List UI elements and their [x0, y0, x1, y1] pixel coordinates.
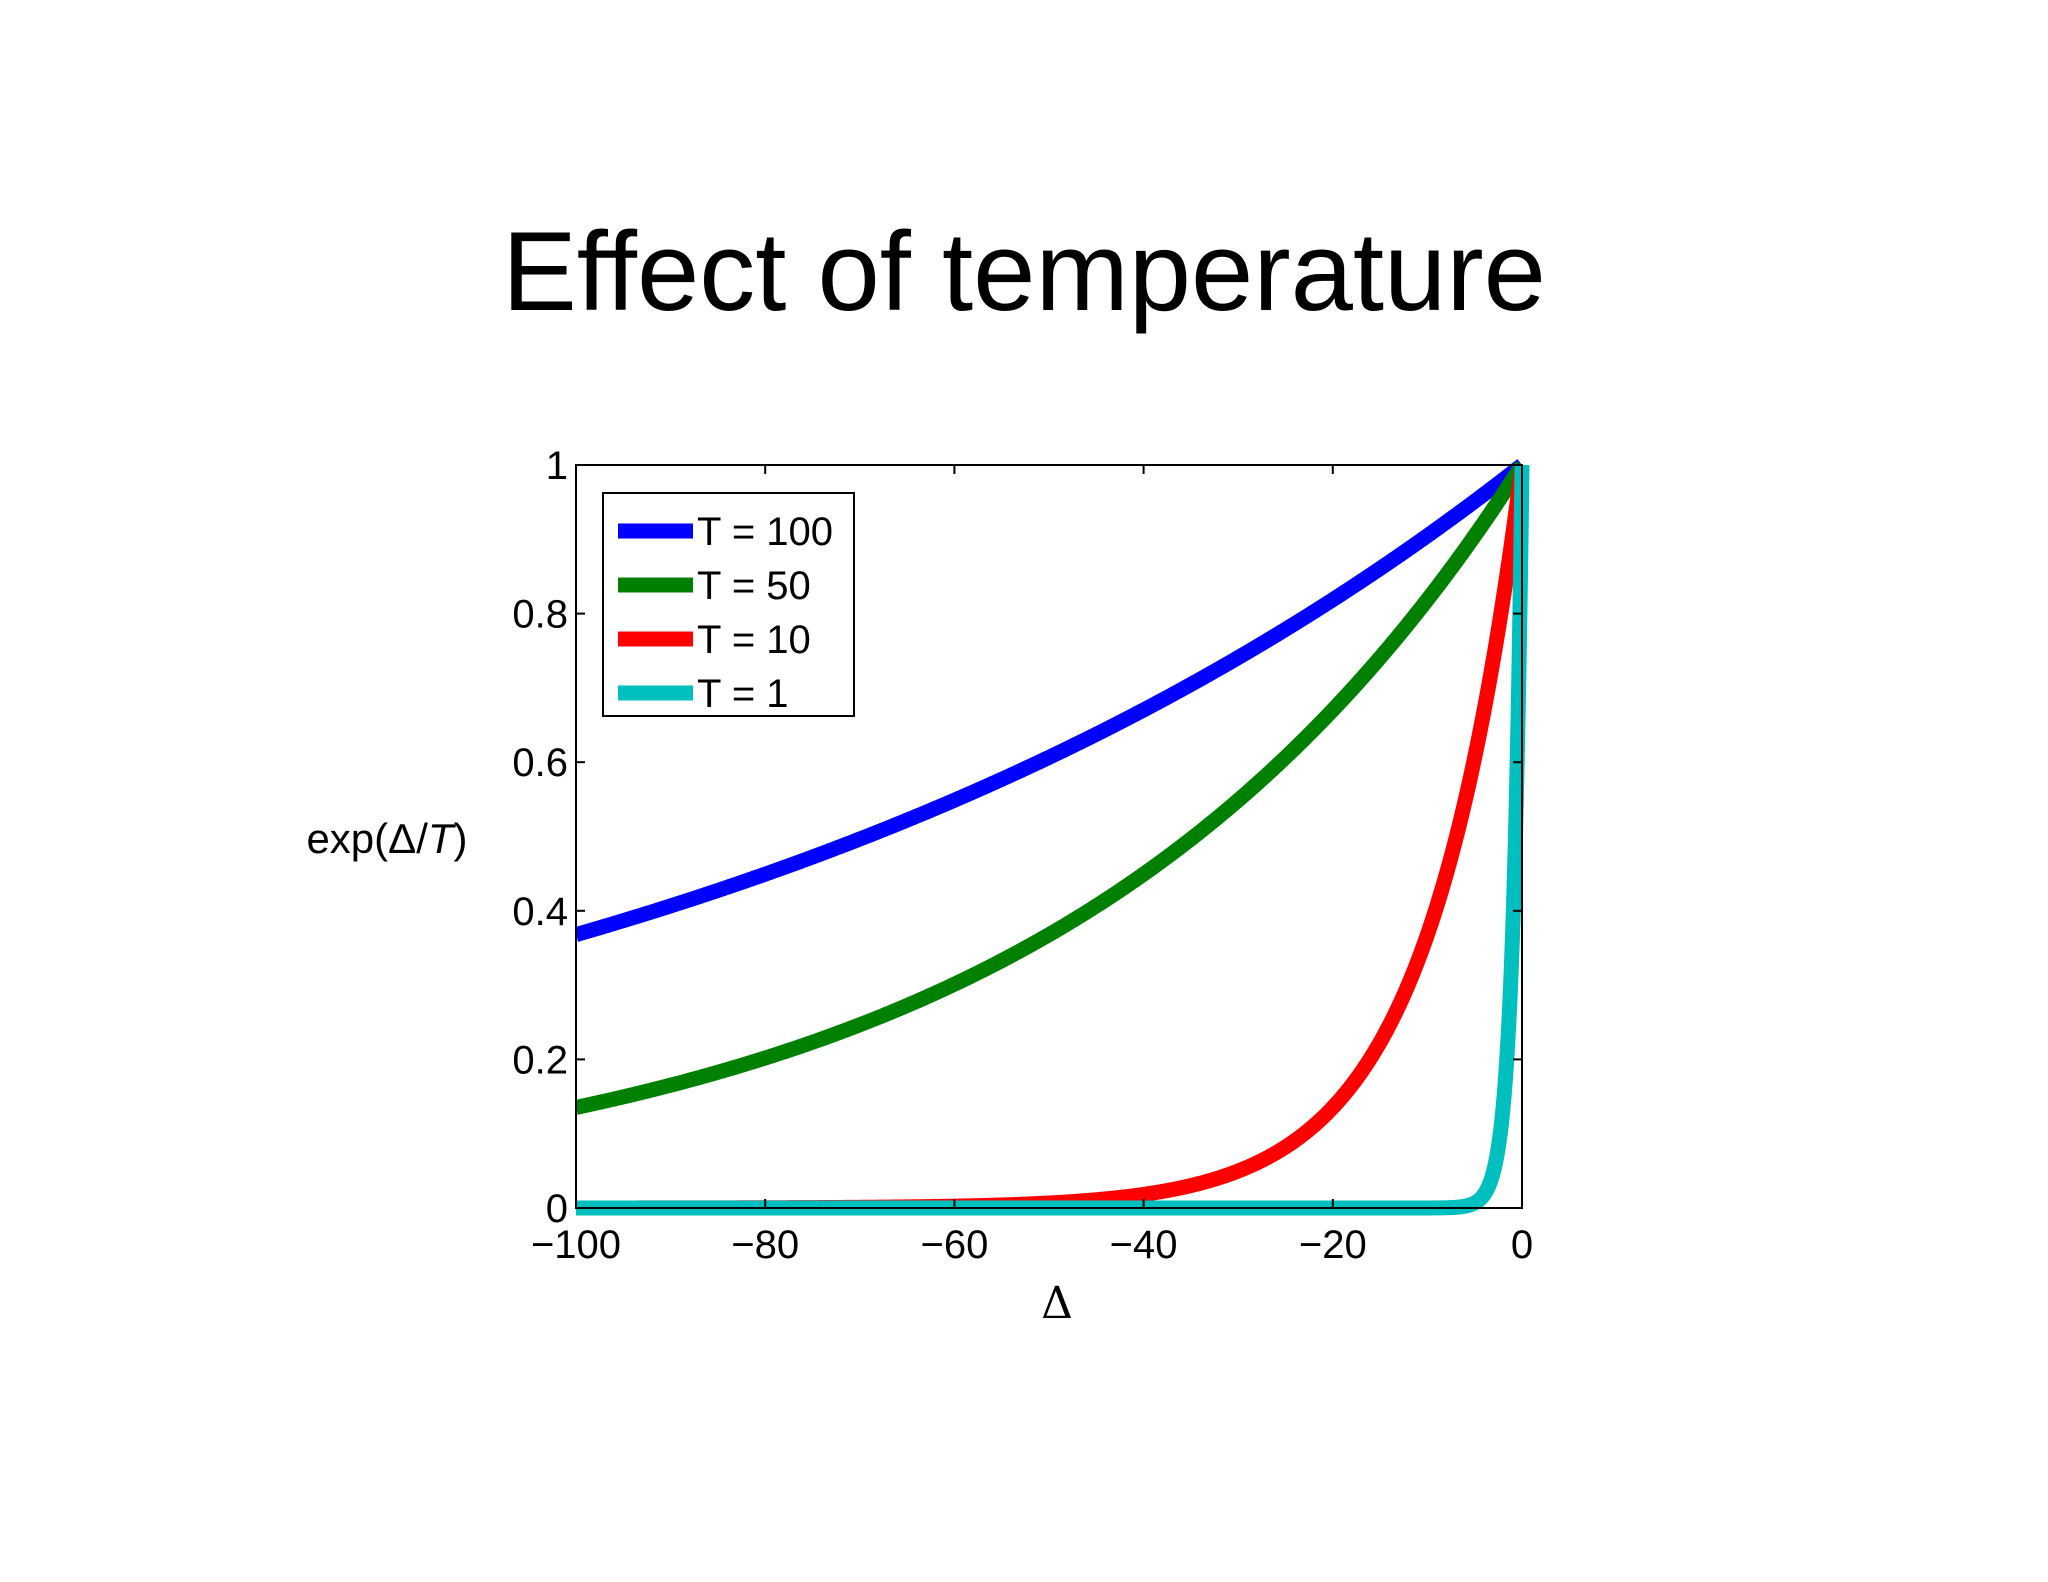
- y-tick-label: 1: [546, 444, 568, 488]
- y-tick-label: 0.4: [512, 890, 568, 934]
- legend-label-3: T = 1: [697, 672, 789, 716]
- series-line-1: [575, 458, 1529, 1115]
- y-tick-label: 0.2: [512, 1038, 568, 1082]
- ticks-layer: −100 −80 −60 −40 −20 0 0 0.2 0.4 0.6 0.8 1: [512, 444, 1533, 1267]
- legend-label-0: T = 100: [697, 510, 833, 554]
- y-axis-label: exp(Δ/T): [306, 815, 467, 862]
- series-line-0: [575, 458, 1529, 942]
- legend-label-1: T = 50: [697, 564, 811, 608]
- y-axis-label-suffix: ): [454, 815, 468, 862]
- x-tick-label: −40: [1110, 1223, 1178, 1267]
- y-tick-label: 0: [546, 1187, 568, 1231]
- x-tick-label: −100: [531, 1223, 621, 1267]
- x-tick-label: −60: [920, 1223, 988, 1267]
- y-axis-label-italic: T: [428, 815, 457, 862]
- x-tick-label: −80: [731, 1223, 799, 1267]
- legend-label-2: T = 10: [697, 618, 811, 662]
- x-tick-label: 0: [1511, 1223, 1533, 1267]
- x-axis-label: Δ: [1041, 1278, 1073, 1329]
- plot-frame: [575, 464, 1523, 1209]
- y-axis-label-prefix: exp(Δ/: [306, 815, 428, 862]
- slide-title: Effect of temperature: [502, 209, 1546, 334]
- legend: T = 100 T = 50 T = 10 T = 1: [602, 492, 855, 717]
- y-tick-label: 0.8: [512, 593, 568, 637]
- x-tick-label: −20: [1299, 1223, 1367, 1267]
- y-tick-label: 0.6: [512, 741, 568, 785]
